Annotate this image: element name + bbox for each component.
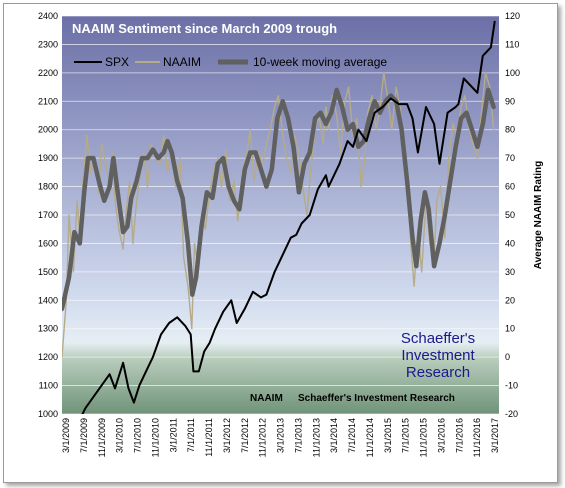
left-tick-label-1300: 1300 — [38, 324, 58, 334]
footer-naaim: NAAIM — [250, 393, 283, 404]
watermark-line1: Schaeffer's — [401, 330, 475, 347]
x-axis-ticks: 3/1/2009 7/1/2009 11/1/2009 3/1/2010 7/1/201… — [61, 418, 500, 457]
x-tick-label-13: 7/1/2013 — [293, 418, 303, 453]
chart-title: NAAIM Sentiment since March 2009 trough — [72, 21, 337, 36]
x-tick-label-23: 11/1/2016 — [472, 418, 482, 457]
left-tick-label-1500: 1500 — [38, 267, 58, 277]
left-tick-label-1900: 1900 — [38, 153, 58, 163]
x-tick-label-1: 7/1/2009 — [79, 418, 89, 453]
watermark-line2: Investment — [401, 347, 475, 364]
left-tick-label-2200: 2200 — [38, 68, 58, 78]
left-tick-label-1600: 1600 — [38, 238, 58, 248]
x-tick-label-18: 3/1/2015 — [383, 418, 393, 453]
series-line-spx — [81, 20, 496, 414]
x-tick-label-15: 3/1/2014 — [329, 418, 339, 453]
right-tick-label-50: 50 — [505, 210, 515, 220]
left-tick-label-1700: 1700 — [38, 210, 58, 220]
legend-label-ma: 10-week moving average — [253, 55, 387, 69]
left-tick-label-2400: 2400 — [38, 11, 58, 21]
left-tick-label-1000: 1000 — [38, 409, 58, 419]
left-tick-label-1400: 1400 — [38, 295, 58, 305]
right-axis-label: Average NAAIM Rating — [533, 161, 544, 270]
x-tick-label-17: 11/1/2014 — [365, 418, 375, 457]
left-tick-label-1100: 1100 — [39, 381, 58, 391]
x-tick-label-14: 11/1/2013 — [311, 418, 321, 457]
x-tick-label-8: 11/1/2011 — [204, 418, 214, 457]
x-tick-label-20: 11/1/2015 — [419, 418, 429, 457]
right-tick-label-80: 80 — [505, 125, 515, 135]
grid — [62, 15, 499, 415]
legend: SPX NAAIM 10-week moving average — [74, 55, 387, 69]
chart-footer: NAAIM Schaeffer's Investment Research — [250, 393, 455, 404]
watermark-line3: Research — [406, 364, 470, 381]
chart-title-group: NAAIM Sentiment since March 2009 trough — [72, 21, 337, 36]
right-tick-label--10: -10 — [505, 381, 518, 391]
right-axis-ticks: -20 -10 0 10 20 30 40 50 60 70 80 90 100 110 120 — [505, 11, 520, 419]
x-tick-label-16: 7/1/2014 — [347, 418, 357, 453]
right-tick-label--20: -20 — [505, 409, 518, 419]
x-tick-label-4: 7/1/2010 — [133, 418, 143, 453]
x-tick-label-9: 3/1/2012 — [222, 418, 232, 453]
x-tick-label-19: 7/1/2015 — [401, 418, 411, 453]
x-tick-label-10: 7/1/2012 — [240, 418, 250, 453]
series-layer — [62, 20, 496, 414]
right-tick-label-100: 100 — [505, 68, 520, 78]
x-tick-label-21: 3/1/2016 — [436, 418, 446, 453]
left-tick-label-2300: 2300 — [38, 39, 58, 49]
left-tick-label-1200: 1200 — [38, 352, 58, 362]
right-tick-label-0: 0 — [505, 352, 510, 362]
x-tick-label-5: 11/1/2010 — [150, 418, 160, 457]
right-tick-label-20: 20 — [505, 295, 515, 305]
footer-source: Schaeffer's Investment Research — [298, 393, 455, 404]
right-tick-label-10: 10 — [505, 324, 515, 334]
right-tick-label-30: 30 — [505, 267, 515, 277]
x-tick-label-12: 3/1/2013 — [276, 418, 286, 453]
x-tick-label-11: 11/1/2012 — [258, 418, 268, 457]
right-tick-label-40: 40 — [505, 238, 515, 248]
x-tick-label-7: 7/1/2011 — [186, 418, 196, 452]
legend-label-spx: SPX — [105, 55, 129, 69]
left-tick-label-2000: 2000 — [38, 125, 58, 135]
x-tick-label-2: 11/1/2009 — [97, 418, 107, 457]
right-tick-label-70: 70 — [505, 153, 515, 163]
x-tick-label-3: 3/1/2010 — [115, 418, 125, 453]
left-tick-label-1800: 1800 — [38, 182, 58, 192]
x-tick-label-22: 7/1/2016 — [454, 418, 464, 453]
series-line-10-week-moving-average — [62, 87, 496, 312]
schaeffer-watermark: Schaeffer's Investment Research — [401, 330, 476, 381]
x-tick-label-6: 3/1/2011 — [168, 418, 178, 452]
left-tick-label-2100: 2100 — [38, 96, 58, 106]
x-tick-label-0: 3/1/2009 — [61, 418, 71, 453]
right-tick-label-90: 90 — [505, 96, 515, 106]
left-axis-ticks: 1000 1100 1200 1300 1400 1500 1600 1700 1800 1900… — [38, 11, 58, 419]
x-tick-label-24: 3/1/2017 — [490, 418, 500, 453]
right-tick-label-110: 110 — [505, 39, 519, 49]
right-tick-label-120: 120 — [505, 11, 520, 21]
legend-label-naaim: NAAIM — [163, 55, 201, 69]
right-tick-label-60: 60 — [505, 182, 515, 192]
